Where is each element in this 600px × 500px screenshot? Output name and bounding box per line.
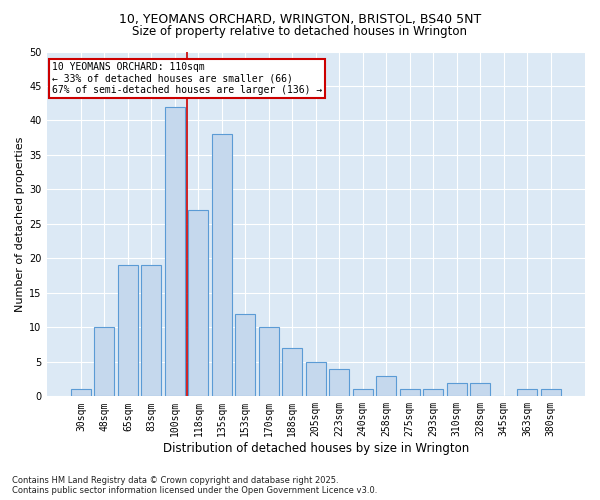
Bar	[423, 390, 443, 396]
Bar	[470, 382, 490, 396]
Bar	[188, 210, 208, 396]
Bar	[517, 390, 537, 396]
Text: 10 YEOMANS ORCHARD: 110sqm
← 33% of detached houses are smaller (66)
67% of semi: 10 YEOMANS ORCHARD: 110sqm ← 33% of deta…	[52, 62, 322, 95]
Bar	[235, 314, 256, 396]
Bar	[71, 390, 91, 396]
Bar	[541, 390, 560, 396]
Bar	[306, 362, 326, 396]
X-axis label: Distribution of detached houses by size in Wrington: Distribution of detached houses by size …	[163, 442, 469, 455]
Bar	[118, 266, 138, 396]
Bar	[94, 328, 115, 396]
Bar	[376, 376, 396, 396]
Bar	[353, 390, 373, 396]
Bar	[142, 266, 161, 396]
Bar	[400, 390, 419, 396]
Bar	[446, 382, 467, 396]
Text: 10, YEOMANS ORCHARD, WRINGTON, BRISTOL, BS40 5NT: 10, YEOMANS ORCHARD, WRINGTON, BRISTOL, …	[119, 12, 481, 26]
Y-axis label: Number of detached properties: Number of detached properties	[15, 136, 25, 312]
Bar	[283, 348, 302, 397]
Bar	[329, 368, 349, 396]
Bar	[259, 328, 279, 396]
Text: Size of property relative to detached houses in Wrington: Size of property relative to detached ho…	[133, 25, 467, 38]
Text: Contains HM Land Registry data © Crown copyright and database right 2025.
Contai: Contains HM Land Registry data © Crown c…	[12, 476, 377, 495]
Bar	[212, 134, 232, 396]
Bar	[165, 106, 185, 397]
